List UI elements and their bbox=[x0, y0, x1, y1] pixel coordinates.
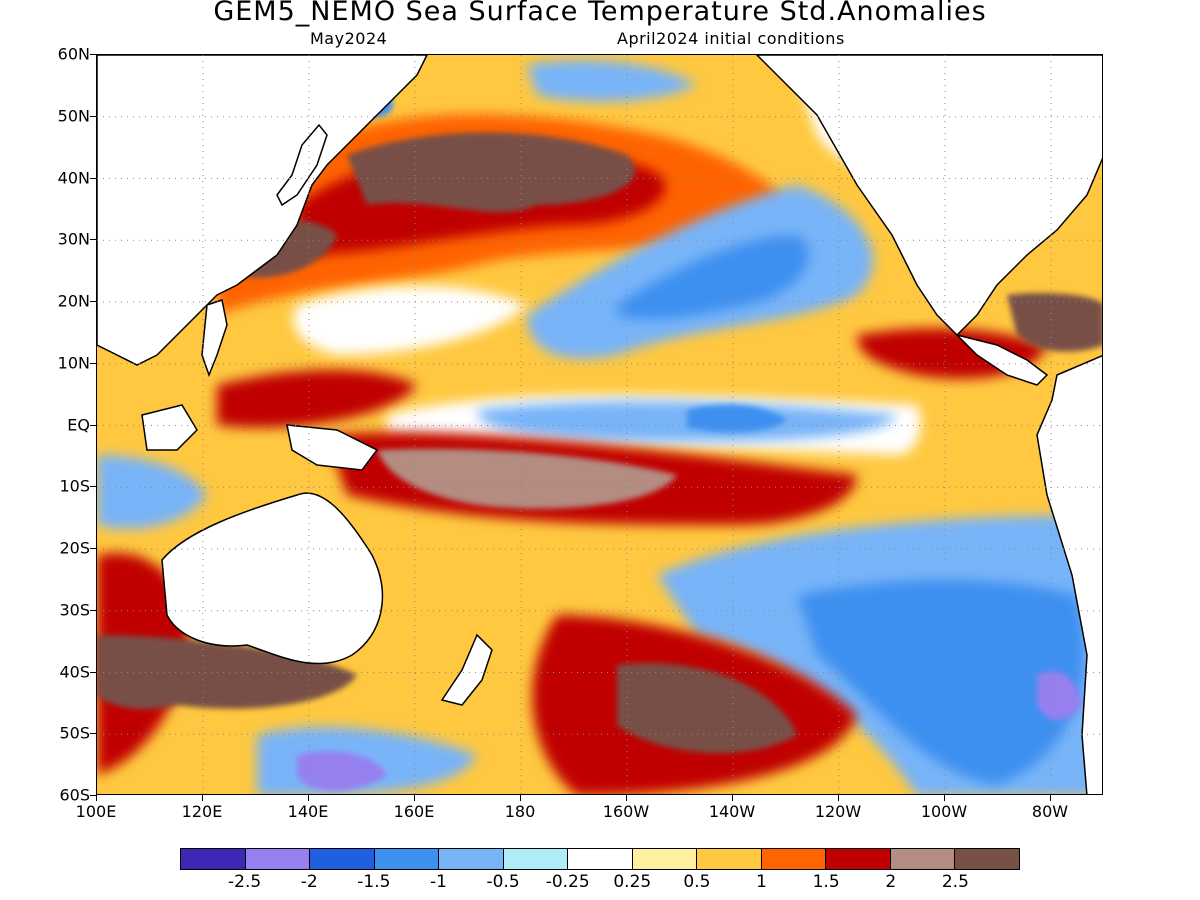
lat-tick-label: 60S bbox=[59, 785, 90, 805]
lat-tick-label: 30N bbox=[57, 229, 90, 249]
lat-tick-mark bbox=[90, 795, 96, 796]
colorbar-label: 2 bbox=[885, 872, 897, 892]
colorbar-swatch bbox=[568, 849, 633, 869]
colorbar-swatch bbox=[890, 849, 956, 869]
colorbar-swatch bbox=[697, 849, 762, 869]
new-zealand-land bbox=[440, 633, 493, 706]
lat-tick-label: 40N bbox=[57, 168, 90, 187]
lon-tick-label: 100W bbox=[920, 802, 968, 821]
lat-tick-label: 60N bbox=[57, 44, 90, 64]
lat-tick-label: 40S bbox=[59, 662, 90, 681]
colorbar-swatch bbox=[955, 849, 1019, 869]
lon-tick-label: 160W bbox=[602, 802, 650, 821]
lon-tick-label: 180 bbox=[504, 802, 536, 821]
valid-month-label: May2024 bbox=[310, 29, 388, 48]
north-america-land bbox=[755, 55, 1102, 337]
colorbar-label: -1 bbox=[429, 872, 447, 892]
japan-land bbox=[276, 123, 328, 207]
lat-tick-label: 20N bbox=[57, 291, 90, 311]
lon-tick-mark bbox=[96, 795, 97, 801]
lon-tick-label: 160E bbox=[393, 802, 435, 821]
lat-tick-mark bbox=[90, 54, 96, 55]
colorbar-label: -0.25 bbox=[545, 872, 590, 892]
lon-tick-label: 120W bbox=[814, 802, 862, 821]
colorbar-label: -2.5 bbox=[228, 872, 262, 892]
colorbar-swatch bbox=[439, 849, 504, 869]
colorbar-label: -0.5 bbox=[486, 872, 520, 892]
colorbar-label: -2 bbox=[300, 872, 318, 892]
lat-tick-mark bbox=[90, 362, 96, 364]
lat-tick-label: 50N bbox=[57, 106, 90, 126]
lon-tick-mark bbox=[520, 795, 521, 801]
lon-tick-mark bbox=[202, 795, 203, 801]
colorbar-swatch bbox=[632, 849, 698, 869]
lat-tick-label: 50S bbox=[59, 723, 90, 743]
lon-tick-mark bbox=[1050, 795, 1051, 801]
lat-tick-label: EQ bbox=[67, 415, 90, 434]
lon-tick-label: 100E bbox=[75, 802, 117, 821]
lon-tick-mark bbox=[838, 795, 839, 801]
colorbar-swatch bbox=[245, 849, 311, 869]
philippines-land bbox=[201, 299, 228, 378]
south-america-land bbox=[1036, 355, 1102, 794]
colorbar bbox=[180, 848, 1020, 870]
colorbar-label: 1 bbox=[756, 872, 767, 892]
colorbar-label: 0.25 bbox=[613, 872, 652, 892]
lat-tick-mark bbox=[90, 424, 96, 426]
map-title: GEM5_NEMO Sea Surface Temperature Std.An… bbox=[213, 0, 987, 27]
lat-tick-label: 10S bbox=[59, 476, 90, 496]
colorbar-swatch bbox=[503, 849, 569, 869]
lon-tick-mark bbox=[308, 795, 309, 801]
lat-tick-label: 20S bbox=[59, 538, 90, 558]
central-america-land bbox=[954, 333, 1049, 386]
initial-conditions-label: April2024 initial conditions bbox=[617, 29, 845, 48]
colorbar-label: 2.5 bbox=[941, 872, 969, 892]
colorbar-swatch bbox=[761, 849, 827, 869]
lat-tick-mark bbox=[90, 177, 96, 179]
lon-tick-mark bbox=[732, 795, 733, 801]
lon-tick-mark bbox=[414, 795, 415, 801]
lon-tick-label: 140W bbox=[708, 802, 756, 821]
lat-tick-mark bbox=[90, 301, 96, 302]
lat-tick-mark bbox=[90, 671, 96, 673]
colorbar-swatch bbox=[374, 849, 440, 869]
lat-tick-mark bbox=[90, 609, 96, 611]
land-masses bbox=[97, 55, 1102, 794]
colorbar-label: -1.5 bbox=[357, 872, 391, 892]
lat-tick-mark bbox=[90, 239, 96, 241]
lat-tick-mark bbox=[90, 733, 96, 735]
australia-land bbox=[161, 492, 384, 665]
lon-tick-label: 80W bbox=[1031, 802, 1069, 821]
colorbar-swatch bbox=[310, 849, 375, 869]
lat-tick-mark bbox=[90, 115, 96, 117]
lat-tick-label: 10N bbox=[57, 353, 90, 373]
lon-tick-label: 120E bbox=[181, 802, 223, 821]
sst-anomaly-map bbox=[96, 54, 1103, 795]
lon-tick-label: 140E bbox=[287, 802, 329, 821]
colorbar-swatch bbox=[826, 849, 891, 869]
colorbar-label: 1.5 bbox=[812, 872, 840, 892]
borneo-land bbox=[141, 404, 198, 451]
colorbar-swatch bbox=[181, 849, 246, 869]
new-guinea-land bbox=[286, 424, 379, 471]
lat-tick-mark bbox=[90, 486, 96, 488]
lat-tick-label: 30S bbox=[59, 600, 90, 620]
lon-tick-mark bbox=[944, 795, 945, 801]
colorbar-label: 0.5 bbox=[683, 872, 711, 892]
lat-tick-mark bbox=[90, 548, 96, 549]
lon-tick-mark bbox=[626, 795, 627, 801]
